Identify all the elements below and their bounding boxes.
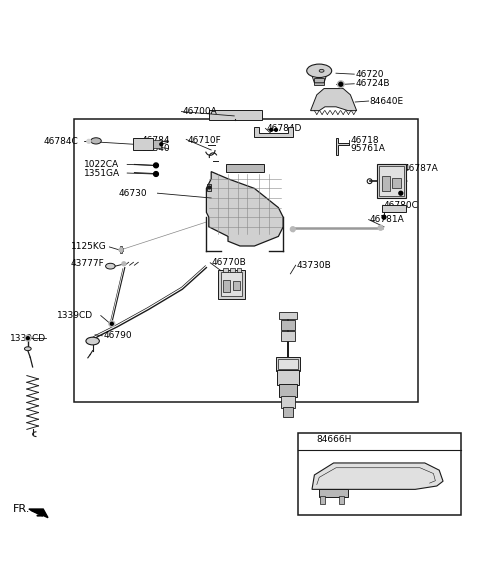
Bar	[283, 407, 293, 417]
Ellipse shape	[307, 64, 332, 78]
Circle shape	[110, 322, 113, 325]
Text: 46724B: 46724B	[355, 79, 390, 88]
Text: 46720: 46720	[355, 69, 384, 79]
Bar	[223, 268, 228, 272]
Bar	[377, 165, 406, 198]
Bar	[319, 489, 348, 496]
Circle shape	[270, 128, 273, 131]
Ellipse shape	[24, 347, 31, 350]
Text: 43777F: 43777F	[71, 259, 105, 268]
Bar	[230, 268, 235, 272]
Bar	[153, 141, 161, 148]
Bar	[281, 396, 295, 408]
Text: 46718: 46718	[350, 136, 379, 145]
Circle shape	[87, 139, 91, 143]
Bar	[298, 433, 461, 515]
Text: 46710F: 46710F	[187, 136, 221, 145]
Text: 46784C: 46784C	[43, 137, 78, 146]
Text: 46784: 46784	[142, 136, 170, 145]
Bar	[221, 272, 242, 296]
Bar	[278, 359, 298, 369]
Bar	[382, 176, 390, 191]
Bar	[120, 246, 122, 253]
Text: 95761A: 95761A	[350, 144, 385, 153]
Text: 46787A: 46787A	[403, 163, 438, 173]
Circle shape	[378, 225, 383, 230]
Ellipse shape	[319, 69, 324, 72]
Text: FR.: FR.	[12, 504, 30, 514]
Ellipse shape	[86, 337, 99, 345]
Bar	[281, 320, 295, 330]
Polygon shape	[206, 172, 283, 246]
Text: 84666H: 84666H	[317, 436, 352, 445]
Polygon shape	[311, 89, 357, 111]
Bar	[379, 166, 404, 196]
Circle shape	[109, 321, 115, 327]
Circle shape	[339, 82, 343, 86]
Text: 84640E: 84640E	[370, 98, 404, 106]
Bar	[233, 280, 240, 290]
Bar	[339, 496, 344, 505]
Text: 1125KG: 1125KG	[71, 242, 107, 252]
Bar	[133, 138, 153, 150]
Text: 1339CD: 1339CD	[10, 333, 46, 343]
Circle shape	[160, 143, 163, 146]
Circle shape	[275, 128, 277, 131]
Text: 46781A: 46781A	[370, 215, 404, 224]
Bar	[119, 248, 123, 251]
Bar	[382, 205, 406, 212]
Bar	[226, 165, 264, 172]
Text: 46700A: 46700A	[182, 107, 217, 116]
Bar	[279, 312, 297, 319]
Circle shape	[399, 191, 403, 195]
Circle shape	[154, 163, 158, 168]
Circle shape	[290, 227, 295, 232]
Circle shape	[122, 262, 126, 266]
Text: 46784D: 46784D	[266, 124, 302, 133]
Bar	[237, 268, 241, 272]
Bar	[281, 332, 295, 341]
Circle shape	[337, 81, 344, 88]
Bar	[320, 496, 325, 505]
Bar	[276, 358, 300, 371]
Text: 43730B: 43730B	[297, 260, 331, 270]
Circle shape	[26, 337, 29, 340]
Ellipse shape	[106, 263, 115, 269]
Bar	[209, 110, 262, 120]
Text: 1351GA: 1351GA	[84, 169, 120, 178]
Polygon shape	[254, 127, 293, 136]
Text: 46790: 46790	[103, 331, 132, 340]
Text: 46780C: 46780C	[384, 201, 419, 210]
Circle shape	[119, 248, 123, 252]
Bar	[223, 280, 230, 292]
Polygon shape	[336, 138, 349, 155]
Bar	[279, 384, 297, 397]
Text: 95840: 95840	[142, 144, 170, 153]
Text: 1339CD: 1339CD	[57, 311, 93, 320]
Bar	[277, 370, 299, 385]
Ellipse shape	[91, 138, 101, 144]
Polygon shape	[312, 463, 443, 489]
Circle shape	[208, 186, 211, 189]
Text: 46770B: 46770B	[211, 258, 246, 268]
Circle shape	[382, 215, 386, 219]
Bar	[74, 119, 418, 402]
Polygon shape	[29, 509, 48, 517]
Circle shape	[25, 335, 31, 341]
Bar	[314, 78, 324, 85]
Bar	[218, 270, 245, 299]
Bar	[207, 183, 211, 191]
Circle shape	[154, 172, 158, 176]
Text: 1022CA: 1022CA	[84, 160, 119, 169]
Text: 46730: 46730	[119, 189, 148, 198]
Bar	[392, 178, 401, 188]
